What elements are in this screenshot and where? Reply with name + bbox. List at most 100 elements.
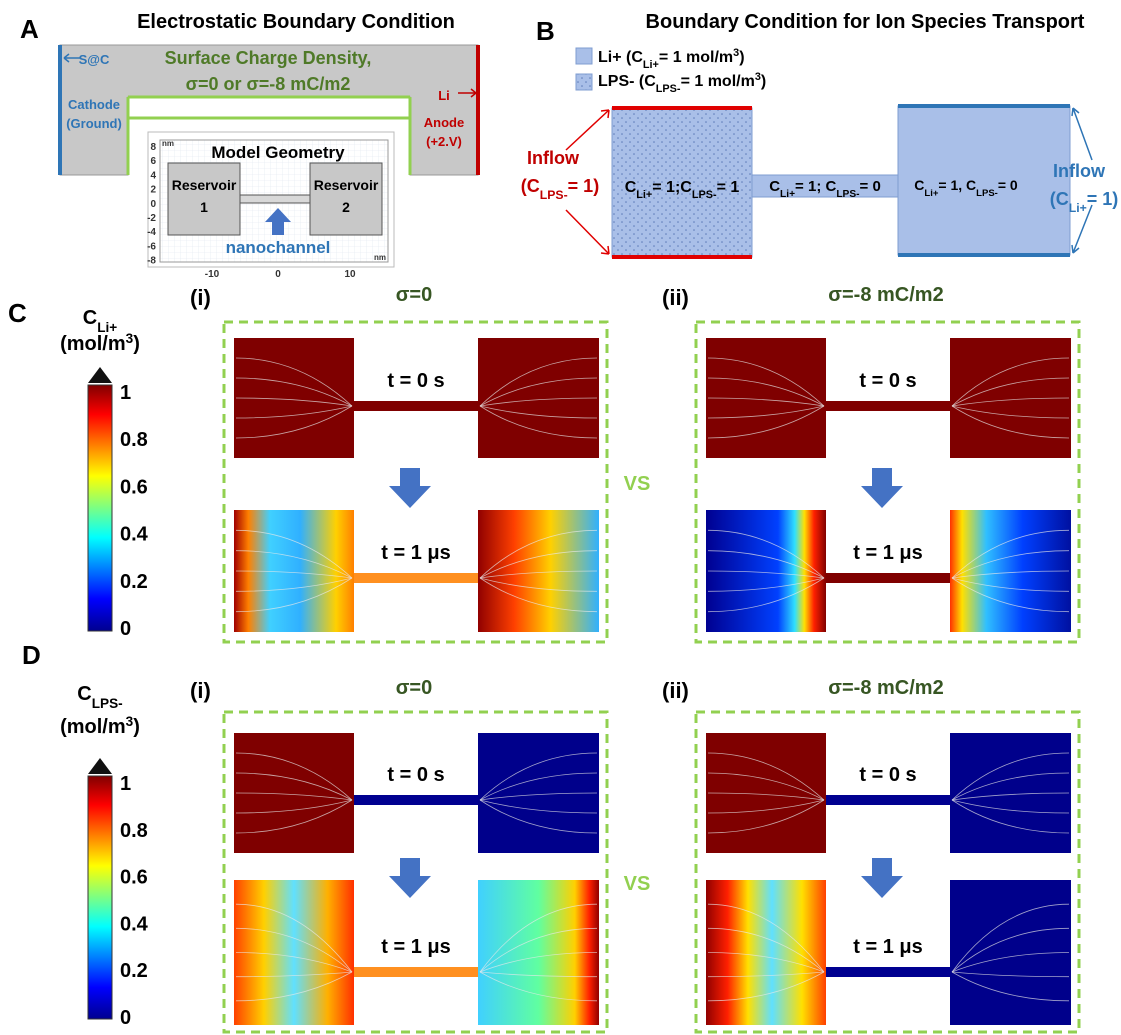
sigma-label: σ=-8 mC/m2 [828, 677, 943, 699]
text-part: = 1 [717, 179, 740, 196]
surface-charge-label: σ=0 or σ=-8 mC/m2 [186, 74, 351, 94]
down-arrow [389, 468, 431, 508]
text-part: Li+ [1069, 201, 1087, 215]
case-label: (ii) [662, 285, 689, 310]
colorbar-tick: 1 [120, 382, 131, 404]
case-label: (ii) [662, 678, 689, 703]
panel-title: Boundary Condition for Ion Species Trans… [646, 11, 1085, 33]
text-part: = 1 mol/m [681, 73, 755, 90]
text-part: = 0 [860, 178, 881, 195]
colorbar-tick: 0.4 [120, 913, 149, 935]
legend-entry: Li+ (CLi+= 1 mol/m3) [598, 47, 745, 71]
x-tick-label: -10 [205, 269, 220, 280]
figure: A Electrostatic Boundary Condition Surface… [0, 0, 1121, 1035]
panel-title: Electrostatic Boundary Condition [137, 11, 455, 33]
text-part: ) [739, 49, 744, 66]
down-arrow [389, 858, 431, 898]
inflow-label: Inflow [527, 148, 580, 168]
reservoir-label: 2 [342, 199, 350, 215]
y-tick-label: -4 [147, 227, 156, 238]
colorbar-title: CLi+ [83, 307, 118, 335]
text-part: = 1, C [938, 177, 976, 193]
inflow-label: (CLPS-= 1) [521, 176, 599, 202]
text-part: LPS- [692, 189, 717, 201]
text-part: = 1; C [795, 178, 836, 195]
text-part: Li+ [636, 189, 652, 201]
colorbar-tick: 0 [120, 618, 131, 640]
colorbar-tick: 0.2 [120, 960, 148, 982]
reservoir-label: Reservoir [172, 177, 237, 193]
text-part: C [83, 307, 97, 329]
surface-charge-label: Surface Charge Density, [165, 48, 372, 68]
channel-image [354, 795, 478, 805]
text-part: C [914, 177, 924, 193]
panel-label: A [20, 14, 39, 44]
colorbar-unit: (mol/m3) [60, 714, 140, 739]
channel-image [354, 401, 478, 411]
colorbar-tick: 0.6 [120, 867, 148, 889]
panel-label: D [22, 640, 41, 670]
vs-label: VS [624, 873, 651, 895]
down-arrow [861, 858, 903, 898]
y-tick-label: 4 [150, 170, 156, 181]
time-label: t = 0 s [859, 764, 916, 786]
y-tick-label: 8 [150, 142, 156, 153]
time-label: t = 1 μs [381, 542, 451, 564]
text-part: ) [133, 716, 140, 738]
text-part: Li+ [780, 189, 795, 200]
time-label: t = 1 μs [381, 936, 451, 958]
panel-label: B [536, 16, 555, 46]
text-part: C [625, 179, 637, 196]
channel-image [354, 573, 478, 583]
text-part: LPS- [836, 189, 859, 200]
colorbar-title: CLPS- [77, 683, 122, 711]
inflow-label: Inflow [1053, 161, 1106, 181]
text-part: LPS- [976, 188, 998, 199]
text-part: LPS- [92, 696, 123, 711]
text-part: (mol/m [60, 716, 126, 738]
time-label: t = 0 s [859, 370, 916, 392]
text-part: Li+ [924, 188, 938, 199]
colorbar-tick: 0.2 [120, 571, 148, 593]
text-part: (mol/m [60, 333, 126, 355]
text-part: LPS- [540, 188, 568, 202]
geometry-title: Model Geometry [211, 143, 345, 162]
anode-label: Anode [424, 115, 464, 130]
text-part: LPS- [656, 83, 681, 95]
time-label: t = 0 s [387, 764, 444, 786]
x-tick-label: 10 [344, 269, 356, 280]
case-label: (i) [190, 678, 211, 703]
text-part: = 1 mol/m [659, 49, 733, 66]
sigma-label: σ=0 [396, 284, 432, 306]
down-arrow [861, 468, 903, 508]
colorbar-tick: 0.4 [120, 524, 149, 546]
text-part: Li+ (C [598, 49, 643, 66]
y-tick-label: 2 [150, 185, 156, 196]
channel-image [826, 573, 950, 583]
case-label: (i) [190, 285, 211, 310]
text-part: ) [761, 73, 766, 90]
legend-entry: LPS- (CLPS-= 1 mol/m3) [598, 71, 766, 95]
text-part: = 1) [1087, 189, 1119, 209]
text-part: C [769, 178, 780, 195]
y-tick-label: -6 [147, 241, 156, 252]
text-part: LPS- (C [598, 73, 656, 90]
y-tick-label: 6 [150, 156, 156, 167]
sigma-label: σ=-8 mC/m2 [828, 284, 943, 306]
anode-label: Li [438, 88, 450, 103]
reservoir-label: Reservoir [314, 177, 379, 193]
colorbar-tick: 0.8 [120, 820, 148, 842]
text-part: = 1;C [652, 179, 692, 196]
x-tick-label: 0 [275, 269, 281, 280]
anode-label: (+2.V) [426, 134, 462, 149]
channel-image [826, 795, 950, 805]
y-tick-label: -8 [147, 256, 156, 267]
reservoir-label: 1 [200, 199, 208, 215]
cathode-label: Cathode [68, 97, 120, 112]
panel-label: C [8, 298, 27, 328]
colorbar-tick: 1 [120, 773, 131, 795]
vs-label: VS [624, 473, 651, 495]
time-label: t = 1 μs [853, 936, 923, 958]
unit-label: nm [162, 139, 174, 148]
text-part: (C [521, 176, 540, 196]
